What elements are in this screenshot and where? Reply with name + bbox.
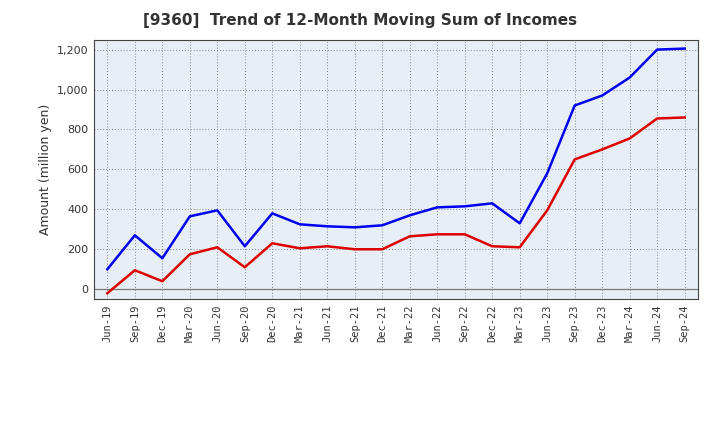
Ordinary Income xyxy=(130,233,139,238)
Net Income xyxy=(213,245,222,250)
Net Income xyxy=(680,115,689,120)
Net Income xyxy=(460,231,469,237)
Ordinary Income xyxy=(680,46,689,51)
Ordinary Income xyxy=(240,244,249,249)
Net Income xyxy=(433,231,441,237)
Ordinary Income xyxy=(460,204,469,209)
Ordinary Income xyxy=(405,213,414,218)
Net Income xyxy=(626,136,634,141)
Net Income xyxy=(543,208,552,213)
Ordinary Income xyxy=(378,223,387,228)
Ordinary Income xyxy=(626,75,634,80)
Net Income xyxy=(240,264,249,270)
Net Income xyxy=(158,279,166,284)
Line: Net Income: Net Income xyxy=(107,117,685,293)
Line: Ordinary Income: Ordinary Income xyxy=(107,48,685,269)
Net Income xyxy=(405,234,414,239)
Ordinary Income xyxy=(516,221,524,226)
Net Income xyxy=(186,252,194,257)
Net Income xyxy=(323,244,332,249)
Ordinary Income xyxy=(295,222,304,227)
Ordinary Income xyxy=(653,47,662,52)
Net Income xyxy=(516,245,524,250)
Text: [9360]  Trend of 12-Month Moving Sum of Incomes: [9360] Trend of 12-Month Moving Sum of I… xyxy=(143,13,577,28)
Ordinary Income xyxy=(323,224,332,229)
Net Income xyxy=(268,241,276,246)
Net Income xyxy=(103,290,112,296)
Y-axis label: Amount (million yen): Amount (million yen) xyxy=(39,104,52,235)
Ordinary Income xyxy=(158,256,166,261)
Net Income xyxy=(378,247,387,252)
Ordinary Income xyxy=(543,171,552,176)
Ordinary Income xyxy=(186,214,194,219)
Ordinary Income xyxy=(213,208,222,213)
Net Income xyxy=(295,246,304,251)
Net Income xyxy=(488,244,497,249)
Ordinary Income xyxy=(488,201,497,206)
Net Income xyxy=(130,268,139,273)
Ordinary Income xyxy=(268,211,276,216)
Net Income xyxy=(598,147,606,152)
Net Income xyxy=(351,247,359,252)
Ordinary Income xyxy=(598,93,606,98)
Ordinary Income xyxy=(433,205,441,210)
Ordinary Income xyxy=(570,103,579,108)
Ordinary Income xyxy=(351,225,359,230)
Ordinary Income xyxy=(103,267,112,272)
Net Income xyxy=(653,116,662,121)
Net Income xyxy=(570,157,579,162)
